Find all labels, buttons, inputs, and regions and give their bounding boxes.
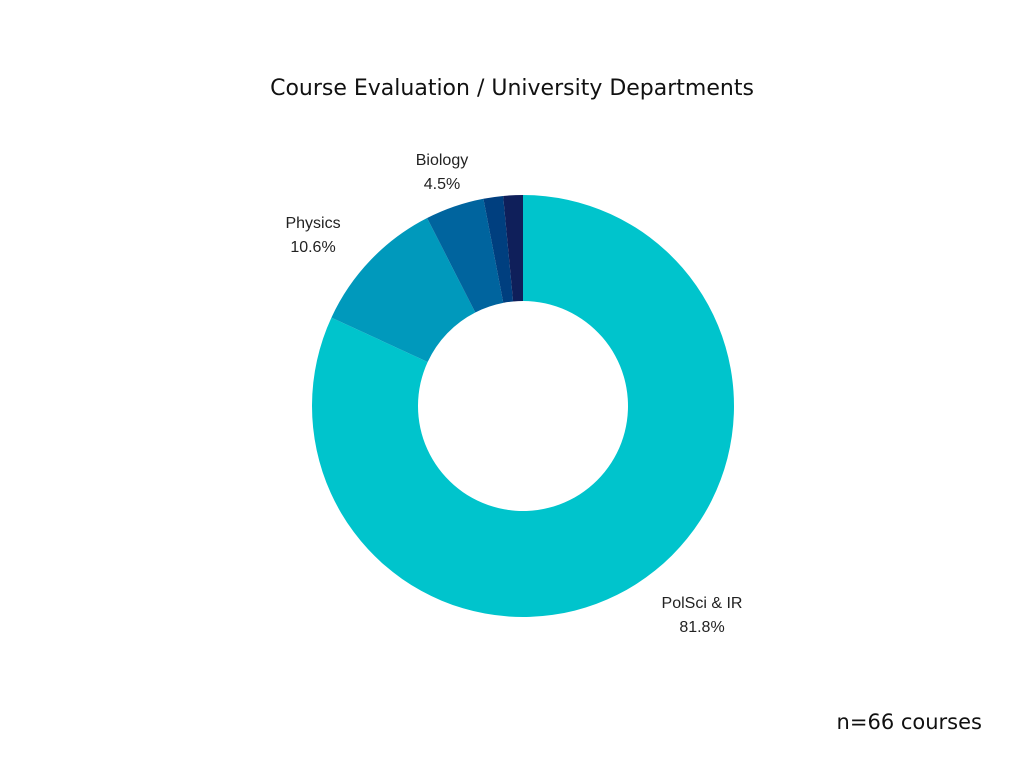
slice-label-value: 4.5% [424,176,460,193]
donut-slice-biology [427,198,504,313]
slice-label-category: PolSci & IR [662,595,743,612]
donut-slice-physics [331,218,476,362]
slice-label-category: Biology [416,152,468,169]
slice-labels: PolSci & IR 81.8% Physics 10.6% Biology 4.5% [285,152,742,636]
chart-title: Course Evaluation / University Departmen… [270,76,754,101]
slice-label-category: Physics [285,215,340,232]
slice-label-value: 81.8% [679,619,724,636]
donut-slice-polsci-ir [312,195,735,617]
slice-label-value: 10.6% [290,239,335,256]
sample-size-note: n=66 courses [836,710,982,734]
donut-slices [312,195,735,617]
donut-slice-small-4 [503,195,523,302]
donut-slice-small-3 [483,195,514,303]
